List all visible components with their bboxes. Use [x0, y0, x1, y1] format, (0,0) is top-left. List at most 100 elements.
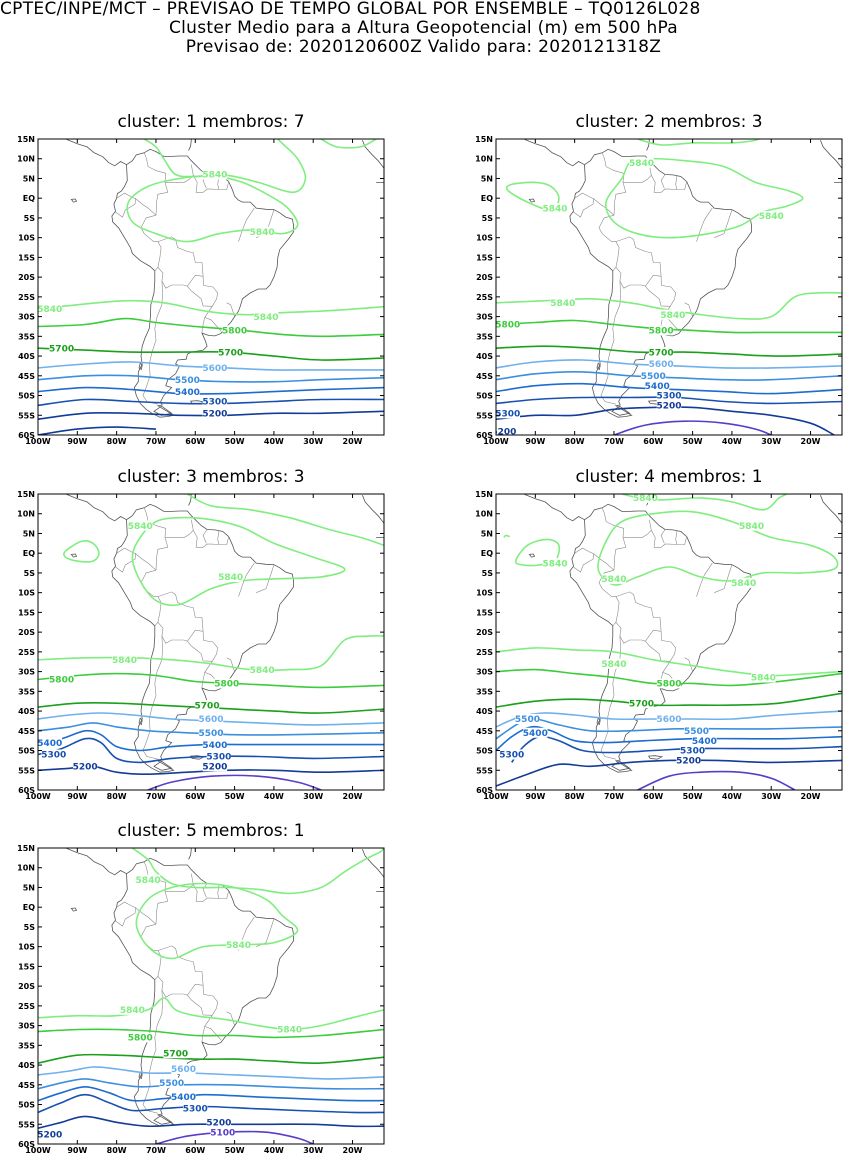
- contour-line: [637, 139, 760, 146]
- lat-label: 25S: [18, 1002, 35, 1011]
- coastline: [647, 755, 664, 760]
- contour-label: 5500: [684, 727, 709, 737]
- lat-label: 40S: [476, 352, 493, 361]
- lat-label: EQ: [23, 194, 35, 203]
- contour-label: 5400: [523, 729, 548, 739]
- coastline: [362, 849, 384, 892]
- lat-label: 15N: [17, 844, 35, 853]
- panel-title-1: cluster: 1 membros: 7: [117, 112, 305, 132]
- contour-line: [496, 692, 842, 708]
- contour-label-bg: [633, 494, 658, 503]
- lon-label: 100W: [25, 1146, 51, 1155]
- panel-title-5: cluster: 5 membros: 1: [117, 821, 305, 841]
- contour-line: [637, 770, 796, 790]
- lon-label: 40W: [264, 792, 284, 801]
- lon-label: 60W: [185, 1146, 205, 1155]
- contour-line: [605, 157, 804, 239]
- contour-label: 5800: [222, 327, 247, 337]
- coastline: [596, 717, 601, 726]
- country-border: [140, 923, 162, 980]
- contour-line: [38, 374, 384, 383]
- contour-label-bg: [641, 370, 666, 381]
- contour-label: 5840: [226, 941, 251, 951]
- country-border: [165, 164, 194, 183]
- country-border: [142, 281, 163, 405]
- contour-label-bg: [198, 713, 224, 724]
- country-border: [140, 214, 162, 271]
- coastline: [70, 553, 78, 558]
- coastline: [188, 848, 192, 860]
- coastline: [820, 140, 842, 183]
- lat-label: 15S: [18, 962, 35, 971]
- lat-label: 45S: [18, 1081, 35, 1090]
- map-panel-5: 5840 5840 5840 5840 5800 5700 5600 5500 5400 5300…: [17, 844, 385, 1155]
- contour-line: [503, 534, 511, 538]
- contour-label: 5700: [49, 344, 74, 354]
- contour-line: [496, 759, 842, 787]
- contour-line: [38, 634, 384, 672]
- country-border: [600, 281, 621, 405]
- contour-label-bg: [676, 755, 701, 766]
- contour-label: 5600: [171, 1065, 196, 1075]
- contour-label-bg: [601, 658, 627, 669]
- map-content: 5840 5840 5840 5840 5800 5800 5700 5600 5500 5400…: [38, 494, 384, 790]
- lat-label: 30S: [476, 313, 493, 322]
- contour-label-bg: [202, 396, 228, 407]
- contour-label-bg: [202, 408, 228, 419]
- contour-line: [38, 737, 384, 764]
- coastline: [138, 717, 143, 726]
- contour-label: 5700: [629, 699, 654, 709]
- contour-label: 5300: [202, 398, 227, 408]
- contour-label: 5840: [128, 522, 153, 532]
- lon-label: 60W: [643, 437, 663, 446]
- lat-label: 5N: [481, 174, 493, 183]
- lon-label: 90W: [67, 792, 87, 801]
- lon-label: 40W: [264, 437, 284, 446]
- country-border: [187, 276, 219, 307]
- contour-label-bg: [751, 672, 776, 683]
- lat-label: 5S: [482, 214, 494, 223]
- lat-label: 15S: [476, 253, 493, 262]
- contour-label-bg: [49, 343, 74, 354]
- contour-line: [147, 774, 322, 790]
- lon-label: 60W: [185, 792, 205, 801]
- lon-label: 70W: [146, 1146, 166, 1155]
- contour-label-bg: [680, 745, 705, 756]
- panel-title-2: cluster: 2 membros: 3: [575, 112, 763, 132]
- contour-label: 5840: [542, 204, 567, 214]
- lat-label: 40S: [476, 707, 493, 716]
- coastline: [362, 140, 384, 183]
- lat-label: 10S: [476, 589, 493, 598]
- contour-label: 5300: [41, 751, 66, 761]
- lon-label: 80W: [107, 792, 127, 801]
- country-border: [256, 564, 275, 593]
- lat-label: 35S: [476, 687, 493, 696]
- lat-label: 60S: [18, 1140, 35, 1149]
- contour-label: 5800: [495, 321, 520, 331]
- lat-label: 20S: [476, 628, 493, 637]
- lon-label: 50W: [683, 792, 703, 801]
- lat-label: 5N: [23, 529, 35, 538]
- lat-label: 5N: [481, 529, 493, 538]
- lat-label: 60S: [476, 786, 493, 795]
- country-border: [115, 547, 136, 573]
- country-border: [157, 622, 204, 644]
- coastline: [523, 139, 585, 167]
- lon-label: 50W: [225, 792, 245, 801]
- map-frame: [495, 138, 843, 436]
- contour-label-bg: [41, 749, 66, 760]
- lon-label: 20W: [801, 437, 821, 446]
- contour-line: [38, 426, 157, 435]
- lon-label: 70W: [604, 792, 624, 801]
- lon-label: 100W: [25, 437, 51, 446]
- lat-label: 45S: [18, 372, 35, 381]
- country-border: [226, 657, 235, 672]
- contour-label-bg: [249, 664, 275, 675]
- map-panel-3: 5840 5840 5840 5840 5800 5800 5700 5600 5500 5400…: [17, 490, 385, 801]
- lat-label: 5N: [23, 883, 35, 892]
- lon-label: 60W: [185, 437, 205, 446]
- contour-label-bg: [38, 1129, 62, 1140]
- lat-label: 10S: [18, 589, 35, 598]
- coastline: [596, 362, 601, 371]
- contour-line: [131, 516, 346, 607]
